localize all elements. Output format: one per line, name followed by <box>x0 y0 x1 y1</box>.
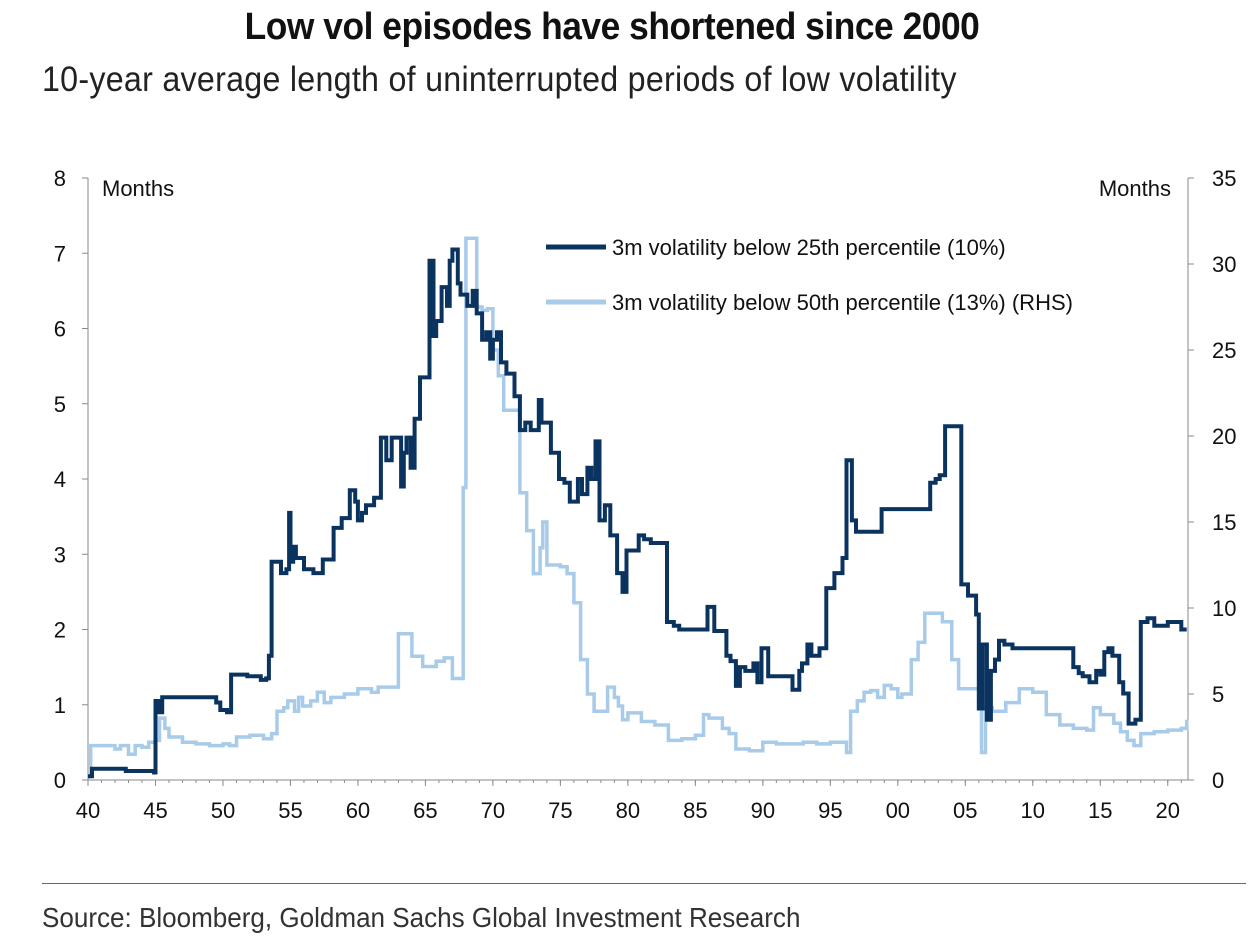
right-axis-tick-label: 35 <box>1212 166 1236 191</box>
x-axis-tick-label: 40 <box>76 798 100 823</box>
x-axis-tick-label: 70 <box>481 798 505 823</box>
right-axis-tick-label: 0 <box>1212 768 1224 793</box>
x-axis-tick-label: 15 <box>1088 798 1112 823</box>
left-axis-tick-label: 8 <box>54 166 66 191</box>
x-axis-tick-label: 65 <box>413 798 437 823</box>
x-axis-tick-label: 45 <box>143 798 167 823</box>
right-axis-tick-label: 15 <box>1212 510 1236 535</box>
x-axis-tick-label: 10 <box>1021 798 1045 823</box>
x-axis-tick-label: 90 <box>751 798 775 823</box>
x-axis-tick-label: 85 <box>683 798 707 823</box>
left-axis-tick-label: 3 <box>54 542 66 567</box>
right-axis-tick-label: 25 <box>1212 338 1236 363</box>
x-axis-tick-label: 95 <box>818 798 842 823</box>
x-axis-tick-label: 60 <box>346 798 370 823</box>
x-axis-tick-label: 50 <box>211 798 235 823</box>
x-axis-tick-label: 05 <box>953 798 977 823</box>
right-axis-tick-label: 20 <box>1212 424 1236 449</box>
left-axis-tick-label: 4 <box>54 467 66 492</box>
right-axis-tick-label: 10 <box>1212 596 1236 621</box>
footer-divider <box>42 883 1246 884</box>
source-note: Source: Bloomberg, Goldman Sachs Global … <box>42 902 801 933</box>
right-axis-tick-label: 30 <box>1212 252 1236 277</box>
left-axis-tick-label: 6 <box>54 317 66 342</box>
right-axis-tick-label: 5 <box>1212 682 1224 707</box>
x-axis-tick-label: 00 <box>886 798 910 823</box>
chart-title: Low vol episodes have shortened since 20… <box>244 6 980 48</box>
legend-label-series-2: 3m volatility below 50th percentile (13%… <box>612 290 1073 315</box>
series-layer <box>88 236 1189 779</box>
x-axis-tick-label: 20 <box>1156 798 1180 823</box>
x-axis-tick-label: 80 <box>616 798 640 823</box>
left-axis-tick-label: 2 <box>54 618 66 643</box>
x-axis-tick-label: 75 <box>548 798 572 823</box>
left-axis-tick-label: 0 <box>54 768 66 793</box>
legend: 3m volatility below 25th percentile (10%… <box>546 235 1073 315</box>
left-axis-label: Months <box>102 176 174 201</box>
chart-subtitle: 10-year average length of uninterrupted … <box>42 60 957 99</box>
series-line-2 <box>88 236 1189 779</box>
left-axis-tick-label: 7 <box>54 241 66 266</box>
right-axis-label: Months <box>1099 176 1171 201</box>
left-axis-tick-label: 5 <box>54 392 66 417</box>
legend-label-series-1: 3m volatility below 25th percentile (10%… <box>612 235 1006 260</box>
left-axis-tick-label: 1 <box>54 693 66 718</box>
x-axis-tick-label: 55 <box>278 798 302 823</box>
series-line-1 <box>88 247 1187 779</box>
